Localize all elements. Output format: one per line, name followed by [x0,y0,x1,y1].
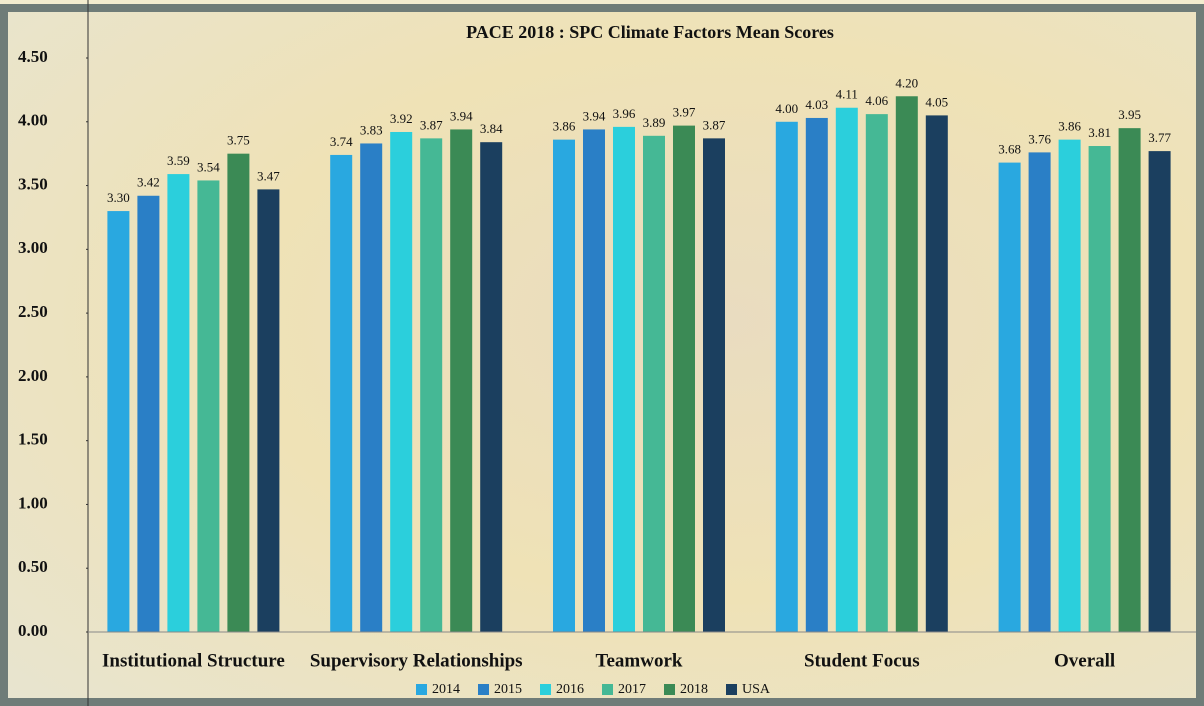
bar [257,189,280,633]
value-label: 3.83 [360,122,383,137]
legend-label: 2014 [432,682,460,697]
value-label: 3.59 [167,153,190,168]
bar [197,180,220,632]
legend-label: 2018 [680,682,708,697]
x-tick-label: Teamwork [596,650,683,671]
legend-swatch [664,684,675,695]
y-tick-label: 1.50 [18,430,48,449]
value-label: 3.76 [1028,131,1051,146]
bar [775,121,798,633]
bar [925,115,948,632]
x-tick-label: Supervisory Relationships [310,650,523,671]
bar [1118,128,1141,632]
bar [805,117,828,632]
bar [137,195,160,632]
legend-swatch [602,684,613,695]
value-label: 4.03 [805,97,828,112]
bar [390,131,413,632]
bar [107,211,130,633]
y-tick-label: 2.50 [18,302,48,321]
bar [865,114,888,632]
y-tick-label: 4.00 [18,111,48,130]
bar [167,174,190,632]
bar [420,138,443,633]
legend-label: 2017 [618,682,646,697]
bar [703,138,725,633]
bar [1088,146,1111,632]
legend-swatch [478,684,489,695]
value-label: 3.87 [703,117,726,132]
value-label: 3.89 [643,115,666,130]
y-tick-label: 3.00 [18,238,48,257]
y-tick-label: 4.50 [18,47,48,66]
x-tick-label: Student Focus [804,650,920,671]
value-label: 3.84 [480,121,503,136]
value-label: 3.30 [107,190,130,205]
bar [227,153,250,632]
legend-label: 2016 [556,682,584,697]
legend-swatch [416,684,427,695]
value-label: 3.95 [1118,107,1141,122]
legend-swatch [726,684,737,695]
value-label: 3.74 [330,134,353,149]
value-label: 3.86 [553,119,576,134]
bar [1028,152,1051,632]
bar [613,126,635,632]
bar [998,162,1021,632]
value-label: 3.92 [390,111,413,126]
value-label: 3.68 [998,142,1021,157]
y-tick-label: 3.50 [18,174,48,193]
bar [895,96,918,633]
legend-swatch [540,684,551,695]
bar [835,107,858,633]
bar [643,135,665,632]
bar [553,139,575,632]
bar [1058,139,1081,632]
value-label: 3.86 [1058,119,1081,134]
chart-title: PACE 2018 : SPC Climate Factors Mean Sco… [466,22,834,42]
value-label: 3.54 [197,159,220,174]
bar [1148,151,1171,633]
legend-label: USA [742,682,771,697]
y-tick-label: 0.00 [18,621,48,640]
bar [450,129,473,633]
x-tick-label: Overall [1054,650,1115,671]
value-label: 4.11 [836,87,858,102]
y-tick-label: 2.00 [18,366,48,385]
bar [330,154,353,633]
value-label: 3.42 [137,175,160,190]
bar [480,142,503,633]
value-label: 4.00 [775,101,798,116]
value-label: 3.97 [673,105,696,120]
bar [583,129,605,633]
x-tick-label: Institutional Structure [102,650,285,671]
bar [360,143,383,632]
value-label: 4.05 [925,94,948,109]
y-tick-label: 0.50 [18,557,48,576]
value-label: 3.77 [1148,130,1171,145]
value-label: 3.47 [257,168,280,183]
value-label: 3.75 [227,133,250,148]
value-label: 3.81 [1088,125,1111,140]
value-label: 3.87 [420,117,443,132]
value-label: 4.20 [895,75,918,90]
legend-label: 2015 [494,682,522,697]
value-label: 3.94 [450,108,473,123]
bar [673,125,695,633]
y-tick-label: 1.00 [18,493,48,512]
value-label: 3.96 [613,106,636,121]
value-label: 3.94 [583,108,606,123]
value-label: 4.06 [865,93,888,108]
